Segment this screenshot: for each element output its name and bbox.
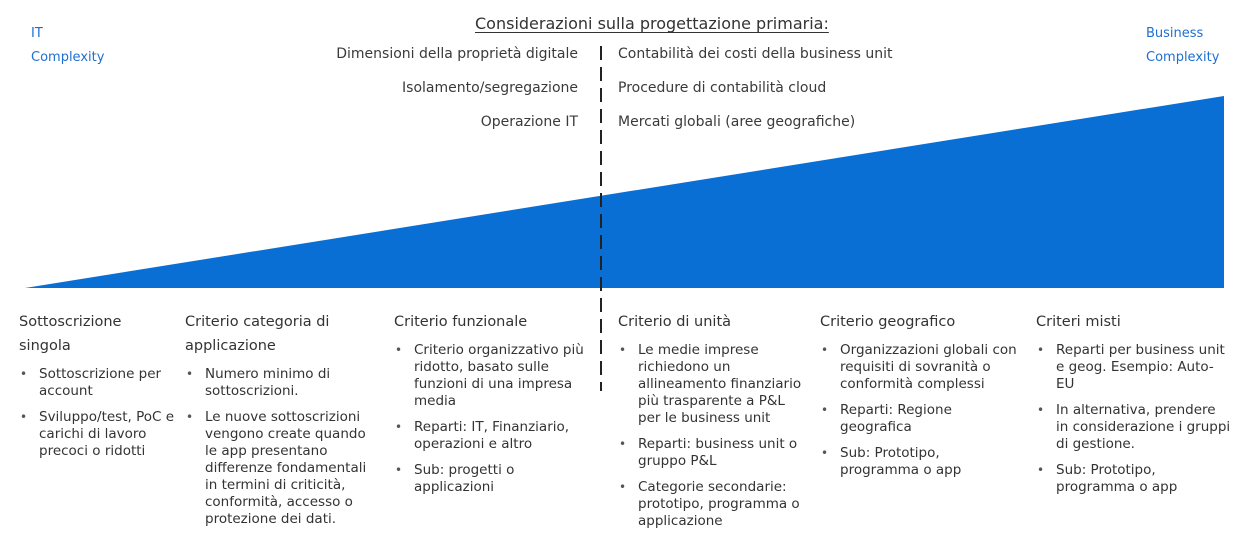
consideration-left-1: Dimensioni della proprietà digitale bbox=[336, 46, 578, 62]
it-complexity-line-2: Complexity bbox=[31, 50, 105, 65]
it-complexity-line-1: IT bbox=[31, 26, 43, 41]
consideration-left-2: Isolamento/segregazione bbox=[402, 80, 578, 96]
column-bullets: Sottoscrizione per account Sviluppo/test… bbox=[19, 366, 177, 460]
column-title: Criterio di unità bbox=[618, 314, 732, 330]
bullet-item: Sviluppo/test, PoC e carichi di lavoro p… bbox=[19, 409, 177, 460]
it-complexity-label: IT Complexity bbox=[31, 22, 104, 70]
bullet-item: Criterio organizzativo più ridotto, basa… bbox=[394, 342, 586, 410]
bullet-item: Organizzazioni globali con requisiti di … bbox=[820, 342, 1020, 393]
business-complexity-line-2: Complexity bbox=[1146, 50, 1220, 65]
column-title: Sottoscrizione singola bbox=[19, 314, 122, 354]
column-title: Criterio geografico bbox=[820, 314, 956, 330]
column-title: Criterio funzionale bbox=[394, 314, 528, 330]
bullet-item: Reparti: Regione geografica bbox=[820, 402, 1020, 436]
consideration-right-3: Mercati globali (aree geografiche) bbox=[618, 114, 856, 130]
bullet-item: In alternativa, prendere in considerazio… bbox=[1036, 402, 1232, 453]
bullet-item: Le nuove sottoscrizioni vengono create q… bbox=[185, 409, 375, 528]
column-business-unit: Criterio di unità Le medie imprese richi… bbox=[618, 310, 808, 539]
complexity-wedge-shape bbox=[25, 96, 1224, 288]
consideration-left-3: Operazione IT bbox=[480, 114, 578, 130]
column-application-category: Criterio categoria di applicazione Numer… bbox=[185, 310, 375, 537]
bullet-item: Categorie secondarie: prototipo, program… bbox=[618, 479, 808, 530]
column-bullets: Numero minimo di sottoscrizioni. Le nuov… bbox=[185, 366, 375, 528]
bullet-item: Sottoscrizione per account bbox=[19, 366, 177, 400]
center-divider-line bbox=[600, 46, 602, 391]
bullet-item: Sub: progetti o applicazioni bbox=[394, 462, 586, 496]
column-title: Criteri misti bbox=[1036, 314, 1121, 330]
column-bullets: Reparti per business unit e geog. Esempi… bbox=[1036, 342, 1232, 496]
consideration-right-1: Contabilità dei costi della business uni… bbox=[618, 46, 893, 62]
consideration-right-2: Procedure di contabilità cloud bbox=[618, 80, 827, 96]
column-geographic: Criterio geografico Organizzazioni globa… bbox=[820, 310, 1020, 488]
column-functional: Criterio funzionale Criterio organizzati… bbox=[394, 310, 586, 505]
column-title: Criterio categoria di applicazione bbox=[185, 314, 330, 354]
bullet-item: Le medie imprese richiedono un allineame… bbox=[618, 342, 808, 427]
complexity-wedge bbox=[25, 96, 1224, 288]
bullet-item: Reparti: business unit o gruppo P&L bbox=[618, 436, 808, 470]
column-mixed: Criteri misti Reparti per business unit … bbox=[1036, 310, 1232, 505]
bullet-item: Sub: Prototipo, programma o app bbox=[820, 445, 1020, 479]
business-complexity-line-1: Business bbox=[1146, 26, 1204, 41]
bullet-item: Reparti per business unit e geog. Esempi… bbox=[1036, 342, 1232, 393]
business-complexity-label: Business Complexity bbox=[1146, 22, 1219, 70]
column-bullets: Organizzazioni globali con requisiti di … bbox=[820, 342, 1020, 479]
bullet-item: Sub: Prototipo, programma o app bbox=[1036, 462, 1232, 496]
column-bullets: Le medie imprese richiedono un allineame… bbox=[618, 342, 808, 530]
bullet-item: Numero minimo di sottoscrizioni. bbox=[185, 366, 375, 400]
diagram-title: Considerazioni sulla progettazione prima… bbox=[475, 14, 829, 33]
column-single-subscription: Sottoscrizione singola Sottoscrizione pe… bbox=[19, 310, 177, 469]
column-bullets: Criterio organizzativo più ridotto, basa… bbox=[394, 342, 586, 496]
bullet-item: Reparti: IT, Finanziario, operazioni e a… bbox=[394, 419, 586, 453]
